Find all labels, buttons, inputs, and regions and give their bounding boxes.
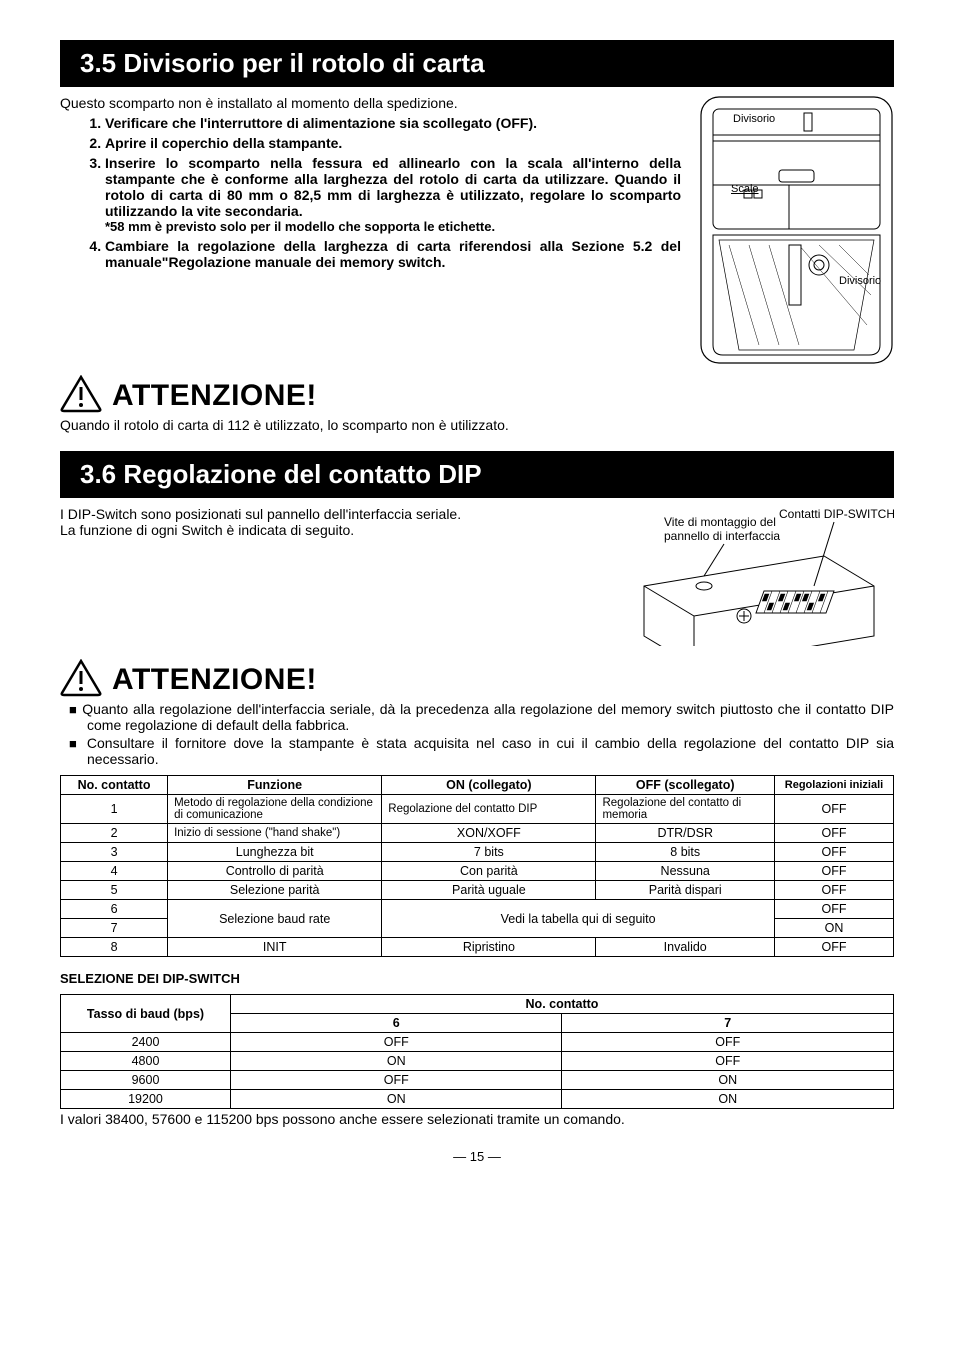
footnote: I valori 38400, 57600 e 115200 bps posso…: [60, 1111, 894, 1127]
table-row: 2400OFFOFF: [61, 1033, 894, 1052]
label-scale: Scale: [731, 183, 759, 195]
table-row: 1 Metodo di regolazione della condizione…: [61, 795, 894, 824]
table-row: 9600OFFON: [61, 1071, 894, 1090]
t2-h-7: 7: [562, 1014, 894, 1033]
table-row: 19200ONON: [61, 1090, 894, 1109]
bullet-1: ■ Quanto alla regolazione dell'interfacc…: [60, 701, 894, 733]
t1-h-off: OFF (scollegato): [596, 776, 775, 795]
t1-h-no: No. contatto: [61, 776, 168, 795]
table-row: 6 Selezione baud rate Vedi la tabella qu…: [61, 900, 894, 919]
t1-h-on: ON (collegato): [382, 776, 596, 795]
warning-1: ATTENZIONE!: [60, 375, 894, 413]
intro-text-35: Questo scomparto non è installato al mom…: [60, 95, 681, 111]
dip-p1: I DIP-Switch sono posizionati sul pannel…: [60, 506, 461, 522]
warning-icon: [60, 375, 102, 413]
dip-function-table: No. contatto Funzione ON (collegato) OFF…: [60, 775, 894, 957]
warning-title-2: ATTENZIONE!: [112, 663, 317, 697]
divisorio-diagram: Divisorio Scale Divisorio: [699, 95, 894, 365]
table-row: 2 Inizio di sessione ("hand shake") XON/…: [61, 824, 894, 843]
warning-bullets: ■ Quanto alla regolazione dell'interfacc…: [60, 701, 894, 767]
t1-h-fn: Funzione: [168, 776, 382, 795]
label-contatti: Contatti DIP-SWITCH: [779, 507, 894, 521]
warning-2: ATTENZIONE!: [60, 659, 894, 697]
table-row: 4Controllo di parità Con paritàNessunaOF…: [61, 862, 894, 881]
table2-caption: SELEZIONE DEI DIP-SWITCH: [60, 971, 894, 986]
section-3-5-header: 3.5 Divisorio per il rotolo di carta: [60, 40, 894, 87]
warning-caption-1: Quando il rotolo di carta di 112 è utili…: [60, 417, 894, 433]
svg-text:pannello di interfaccia: pannello di interfaccia: [664, 529, 780, 543]
step-3: Inserire lo scomparto nella fessura ed a…: [105, 155, 681, 234]
table-row: 8INIT RipristinoInvalidoOFF: [61, 938, 894, 957]
step-3-text: Inserire lo scomparto nella fessura ed a…: [105, 155, 681, 219]
step-1: Verificare che l'interruttore di aliment…: [105, 115, 681, 131]
label-vite: Vite di montaggio del: [664, 515, 776, 529]
table-row: 4800ONOFF: [61, 1052, 894, 1071]
table-row: 3Lunghezza bit 7 bits8 bitsOFF: [61, 843, 894, 862]
dip-diagram: Vite di montaggio del pannello di interf…: [574, 506, 894, 649]
dip-p2: La funzione di ogni Switch è indicata di…: [60, 522, 354, 538]
dip-intro: I DIP-Switch sono posizionati sul pannel…: [60, 506, 558, 538]
baud-table: Tasso di baud (bps) No. contatto 6 7 240…: [60, 994, 894, 1109]
label-divisorio-bottom: Divisorio: [839, 275, 881, 287]
warning-title-1: ATTENZIONE!: [112, 379, 317, 413]
t1-h-init: Regolazioni iniziali: [774, 776, 893, 795]
t2-h-bps: Tasso di baud (bps): [61, 995, 231, 1033]
section-3-6-header: 3.6 Regolazione del contatto DIP: [60, 451, 894, 498]
step-2: Aprire il coperchio della stampante.: [105, 135, 681, 151]
step-3-note: *58 mm è previsto solo per il modello ch…: [105, 219, 681, 234]
warning-icon-2: [60, 659, 102, 697]
page-number: — 15 —: [60, 1149, 894, 1164]
label-divisorio-top: Divisorio: [733, 113, 775, 125]
t2-h-6: 6: [231, 1014, 562, 1033]
step-4: Cambiare la regolazione della larghezza …: [105, 238, 681, 270]
bullet-2: ■ Consultare il fornitore dove la stampa…: [60, 735, 894, 767]
steps-list-35: Verificare che l'interruttore di aliment…: [60, 115, 681, 270]
t2-h-contatto: No. contatto: [231, 995, 894, 1014]
table-row: 5Selezione parità Parità ugualeParità di…: [61, 881, 894, 900]
